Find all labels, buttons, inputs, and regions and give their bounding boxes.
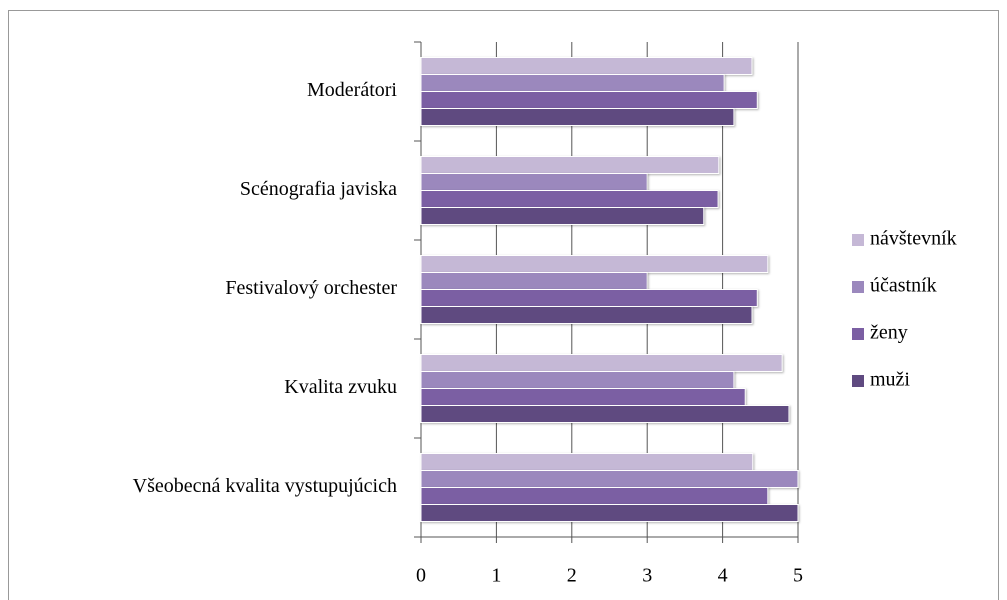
bar — [420, 207, 705, 225]
legend-swatch — [852, 375, 864, 387]
x-tick-label: 2 — [567, 565, 577, 587]
x-tick-label: 1 — [491, 565, 501, 587]
bar — [420, 108, 735, 126]
legend-label: účastník — [870, 275, 937, 297]
bar — [420, 405, 790, 423]
bar — [420, 470, 799, 488]
bar — [420, 156, 720, 174]
bar — [420, 453, 754, 471]
bar — [420, 57, 753, 75]
y-tick-label: Všeobecná kvalita vystupujúcich — [133, 475, 397, 497]
chart-border — [8, 10, 999, 600]
y-tick-label: Kvalita zvuku — [284, 376, 397, 398]
legend-swatch — [852, 234, 864, 246]
x-tick-label: 5 — [793, 565, 803, 587]
legend-swatch — [852, 328, 864, 340]
x-tick-label: 0 — [416, 565, 426, 587]
legend-swatch — [852, 281, 864, 293]
bar — [420, 289, 758, 307]
bar — [420, 272, 648, 290]
y-tick-label: Scénografia javiska — [240, 178, 397, 200]
y-tick-label: Moderátori — [307, 79, 397, 101]
legend-label: ženy — [870, 322, 908, 344]
legend-label: muži — [870, 369, 910, 391]
bar — [420, 371, 735, 389]
bar — [420, 354, 783, 372]
x-tick-label: 4 — [718, 565, 728, 587]
legend-label: návštevník — [870, 228, 957, 250]
bar — [420, 388, 746, 406]
bar — [420, 504, 799, 522]
bar — [420, 487, 769, 505]
bar — [420, 74, 725, 92]
bar — [420, 190, 719, 208]
bar — [420, 306, 753, 324]
bar — [420, 255, 769, 273]
x-tick-label: 3 — [642, 565, 652, 587]
bar — [420, 173, 648, 191]
y-tick-label: Festivalový orchester — [225, 277, 397, 299]
bar — [420, 91, 758, 109]
